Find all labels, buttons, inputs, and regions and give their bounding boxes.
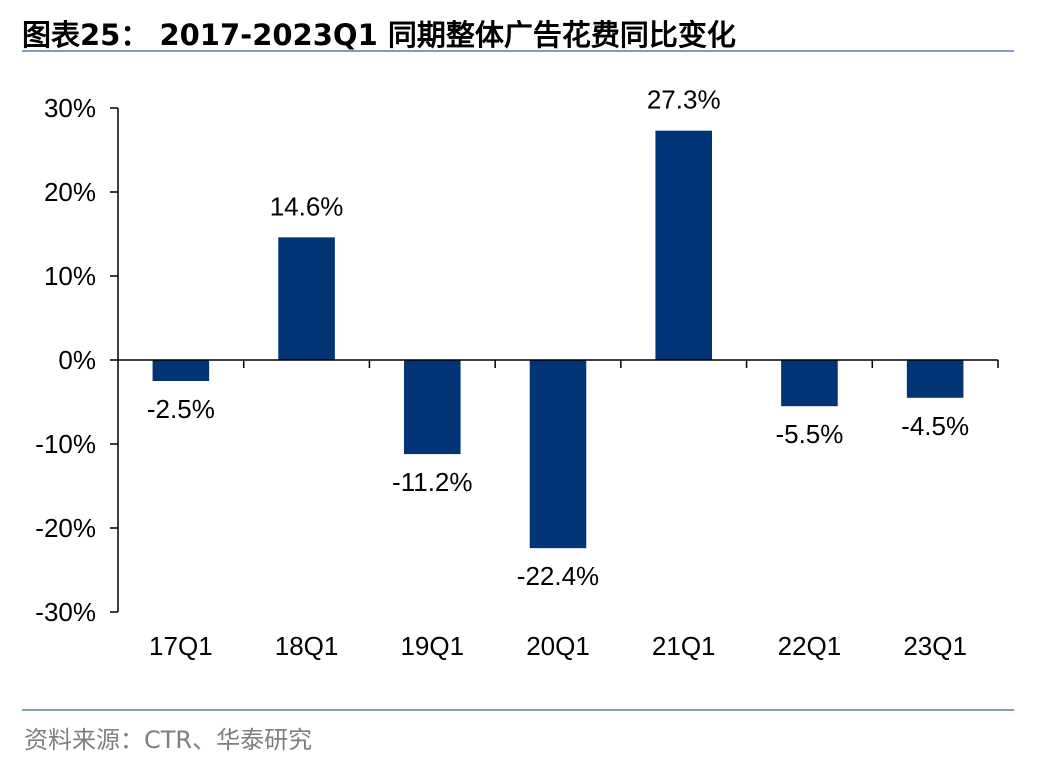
data-label-22Q1: -5.5%	[775, 419, 843, 449]
x-tick-label-23Q1: 23Q1	[903, 631, 967, 661]
x-tick-label-18Q1: 18Q1	[275, 631, 339, 661]
y-tick-label: 30%	[44, 93, 96, 123]
title-divider	[22, 50, 1014, 52]
bar-chart: 30% 20% 10% 0% -10% -20% -30% -2.5% 17Q1 14.6% 18Q…	[35, 85, 999, 661]
y-tick-label: -20%	[35, 513, 96, 543]
x-tick-label-19Q1: 19Q1	[400, 631, 464, 661]
y-tick-label: 0%	[58, 345, 96, 375]
bar-20Q1	[529, 360, 587, 549]
data-label-17Q1: -2.5%	[147, 394, 215, 424]
y-tick-label: 20%	[44, 177, 96, 207]
data-label-23Q1: -4.5%	[901, 411, 969, 441]
x-tick-label-22Q1: 22Q1	[778, 631, 842, 661]
bar-18Q1	[278, 237, 335, 360]
y-tick-label: -30%	[35, 597, 96, 627]
data-label-18Q1: 14.6%	[270, 191, 344, 221]
x-tick-label-17Q1: 17Q1	[149, 631, 213, 661]
bar-17Q1	[152, 360, 210, 381]
bar-21Q1	[655, 130, 712, 360]
y-tick-label: 10%	[44, 261, 96, 291]
data-label-21Q1: 27.3%	[647, 85, 721, 115]
bar-19Q1	[404, 360, 461, 455]
source-divider	[22, 709, 1014, 711]
x-tick-label-21Q1: 21Q1	[652, 631, 716, 661]
x-tick-label-20Q1: 20Q1	[526, 631, 590, 661]
source-note: 资料来源：CTR、华泰研究	[24, 726, 313, 754]
y-tick-label: -10%	[35, 429, 96, 459]
chart-title: 图表25： 2017-2023Q1 同期整体广告花费同比变化	[22, 18, 736, 52]
bar-22Q1	[781, 360, 838, 407]
data-label-20Q1: -22.4%	[517, 561, 599, 591]
bar-23Q1	[906, 360, 964, 398]
data-label-19Q1: -11.2%	[392, 467, 472, 497]
